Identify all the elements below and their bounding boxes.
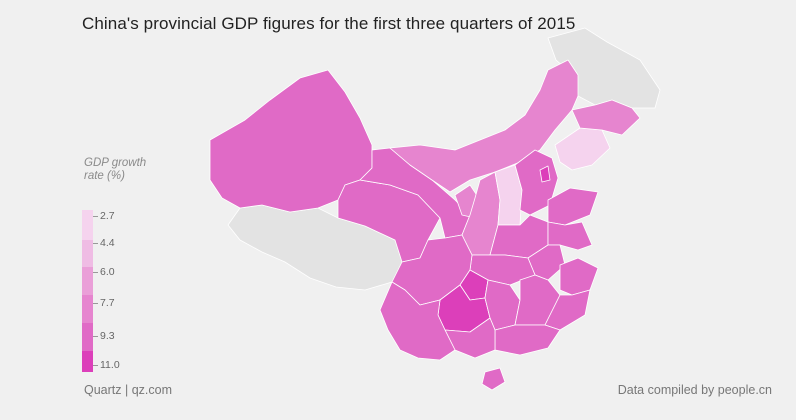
legend-swatch-0 — [82, 210, 93, 240]
chart-title: China's provincial GDP figures for the f… — [82, 14, 576, 33]
legend-swatch-5 — [82, 351, 93, 372]
legend-tick-label-4: 9.3 — [100, 330, 115, 342]
region-guangdong — [494, 324, 561, 356]
region-guangxi — [444, 317, 496, 359]
region-shandong — [547, 187, 599, 226]
province-polygons — [209, 59, 641, 391]
legend-tick-label-2: 6.0 — [100, 266, 115, 278]
legend-tick-label-3: 7.7 — [100, 297, 115, 309]
legend-tick-label-0: 2.7 — [100, 210, 115, 222]
footer-credit: Data compiled by people.cn — [617, 383, 772, 397]
legend-tick-line-3 — [93, 303, 98, 304]
legend-title-line2: rate (%) — [84, 170, 125, 182]
legend-title-line1: GDP growth — [84, 157, 147, 169]
legend-swatch-1 — [82, 240, 93, 267]
legend: 2.7 4.4 6.0 7.7 9.3 11.0 — [82, 210, 142, 372]
legend-swatch-3 — [82, 295, 93, 323]
legend-tick-line-2 — [93, 272, 98, 273]
region-zhejiang — [559, 257, 599, 296]
legend-tick-line-0 — [93, 216, 98, 217]
legend-swatch-4 — [82, 323, 93, 351]
legend-title: GDP growth rate (%) — [84, 157, 146, 183]
region-hainan — [481, 367, 506, 391]
region-beijing-tianjin — [539, 165, 551, 183]
legend-tick-line-4 — [93, 336, 98, 337]
legend-tick-line-1 — [93, 243, 98, 244]
region-inner-mongolia — [389, 59, 579, 193]
region-yunnan — [379, 281, 456, 361]
legend-swatch-2 — [82, 267, 93, 295]
legend-tick-line-5 — [93, 365, 98, 366]
region-jilin — [571, 99, 641, 136]
legend-tick-label-1: 4.4 — [100, 237, 115, 249]
legend-tick-label-5: 11.0 — [100, 359, 120, 371]
region-liaoning — [554, 127, 611, 171]
footer-source: Quartz | qz.com — [84, 383, 172, 397]
